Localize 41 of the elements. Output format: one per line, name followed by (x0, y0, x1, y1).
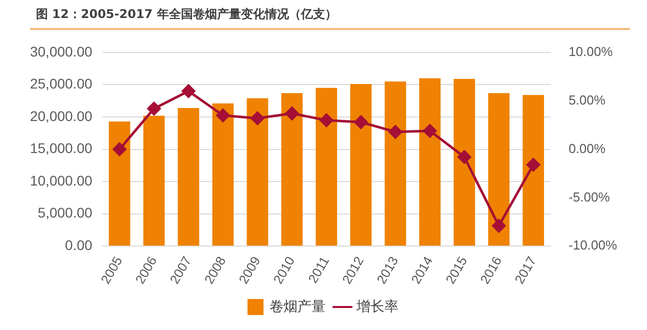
y-tick-label: 5,000.00 (38, 204, 92, 221)
point (458, 150, 472, 164)
bar (384, 81, 406, 246)
point (423, 124, 437, 138)
bar (350, 84, 372, 246)
point (354, 115, 368, 129)
bar (246, 98, 268, 246)
point (216, 108, 230, 122)
point (320, 113, 334, 127)
bar (178, 108, 200, 246)
bar (454, 78, 476, 246)
bar (108, 122, 130, 246)
y-tick-label: 15,000.00 (30, 140, 92, 156)
point (388, 125, 402, 139)
legend-label: 增长率 (356, 298, 398, 314)
y2-tick-label: 5.00% (568, 92, 606, 108)
y2-tick-label: 10.00% (568, 44, 614, 59)
point (250, 112, 264, 126)
point (182, 84, 196, 98)
chart-title: 图 12：2005-2017 年全国卷烟产量变化情况（亿支） (36, 6, 337, 23)
point (147, 102, 161, 116)
bar (419, 78, 441, 246)
bar (488, 93, 510, 246)
point (526, 158, 540, 172)
y-tick-label: 20,000.00 (30, 108, 92, 124)
bar (212, 103, 234, 246)
point (285, 106, 299, 120)
bar (316, 88, 338, 246)
y-tick-label: 30,000.00 (30, 43, 92, 60)
bar (522, 95, 544, 246)
bar (281, 93, 303, 246)
point (112, 142, 126, 156)
y-tick-label: 10,000.00 (30, 172, 92, 188)
legend-label: 卷烟产量 (270, 298, 326, 314)
y-tick-label: 0.00 (65, 237, 92, 254)
y2-tick-label: -5.00% (568, 189, 610, 204)
bar (143, 116, 165, 246)
y-tick-label: 25,000.00 (30, 76, 92, 92)
y2-tick-label: -10.00% (568, 238, 618, 253)
point (492, 219, 506, 233)
y2-tick-label: 0.00% (568, 140, 606, 156)
